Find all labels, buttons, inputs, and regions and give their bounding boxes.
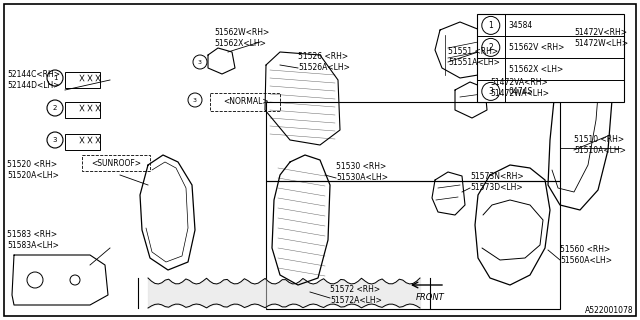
- Bar: [266, 102, 560, 181]
- Text: <SUNROOF>: <SUNROOF>: [91, 158, 141, 167]
- Text: 2: 2: [53, 105, 57, 111]
- Text: 3: 3: [488, 87, 493, 96]
- Text: FRONT: FRONT: [415, 293, 444, 302]
- Text: 3: 3: [52, 137, 57, 143]
- Text: 51562W<RH>
51562X<LH>: 51562W<RH> 51562X<LH>: [214, 28, 269, 48]
- Text: 51562X <LH>: 51562X <LH>: [509, 65, 563, 74]
- Bar: [266, 181, 560, 309]
- Text: 2: 2: [488, 43, 493, 52]
- Text: 51551 <RH>
51551A<LH>: 51551 <RH> 51551A<LH>: [448, 47, 500, 67]
- Text: 52144C<RH>
52144D<LH>: 52144C<RH> 52144D<LH>: [7, 70, 60, 90]
- Text: 51526 <RH>
51526A<LH>: 51526 <RH> 51526A<LH>: [298, 52, 350, 72]
- Text: <NORMAL>: <NORMAL>: [223, 98, 269, 107]
- Text: 51572 <RH>
51572A<LH>: 51572 <RH> 51572A<LH>: [330, 285, 382, 305]
- Text: 1: 1: [52, 75, 57, 81]
- Text: 51510 <RH>
51510A<LH>: 51510 <RH> 51510A<LH>: [574, 135, 626, 155]
- Text: 51560 <RH>
51560A<LH>: 51560 <RH> 51560A<LH>: [560, 245, 612, 265]
- Text: 51472VA<RH>
51472WA<LH>: 51472VA<RH> 51472WA<LH>: [490, 78, 549, 98]
- Bar: [65, 102, 100, 118]
- Text: 0474S: 0474S: [509, 87, 533, 96]
- Bar: [477, 14, 624, 102]
- Text: 51472V<RH>
51472W<LH>: 51472V<RH> 51472W<LH>: [574, 28, 628, 48]
- Text: 51520 <RH>
51520A<LH>: 51520 <RH> 51520A<LH>: [7, 160, 59, 180]
- Bar: [65, 72, 100, 88]
- Text: 51573N<RH>
51573D<LH>: 51573N<RH> 51573D<LH>: [470, 172, 524, 192]
- Text: 34584: 34584: [509, 21, 533, 30]
- Text: A522001078: A522001078: [586, 306, 634, 315]
- Text: 3: 3: [193, 98, 197, 102]
- Text: 51583 <RH>
51583A<LH>: 51583 <RH> 51583A<LH>: [7, 230, 59, 250]
- Text: 1: 1: [488, 21, 493, 30]
- Text: 51562V <RH>: 51562V <RH>: [509, 43, 564, 52]
- Text: 3: 3: [198, 60, 202, 65]
- Bar: [65, 134, 100, 150]
- Text: 51530 <RH>
51530A<LH>: 51530 <RH> 51530A<LH>: [336, 162, 388, 182]
